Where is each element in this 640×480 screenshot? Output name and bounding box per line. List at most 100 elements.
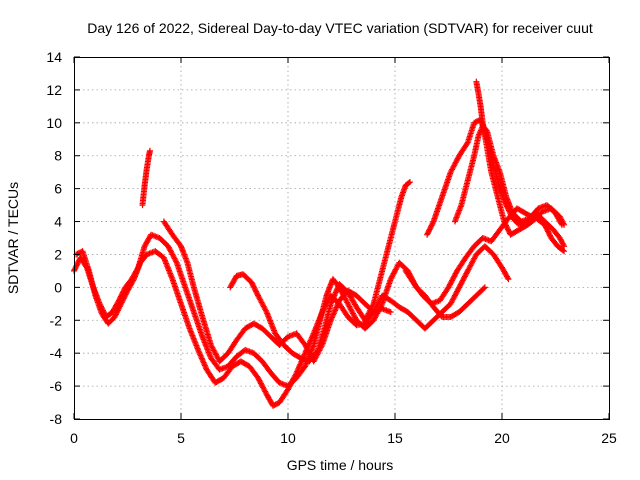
series-track-d — [160, 218, 394, 365]
data-point-marker — [561, 248, 568, 255]
tick-labels: 0 5 10 15 20 25 -8 -6 -4 -2 0 2 4 6 8 10 12 14 — [46, 49, 617, 446]
y-tick-label: -8 — [50, 411, 63, 427]
data-point-marker — [560, 220, 567, 227]
data-point-marker — [116, 303, 123, 310]
data-point-marker — [504, 225, 511, 232]
data-point-marker — [559, 247, 566, 254]
data-point-marker — [545, 228, 552, 235]
data-point-marker — [406, 179, 413, 186]
chart-title: Day 126 of 2022, Sidereal Day-to-day VTE… — [87, 20, 593, 36]
data-point-marker — [130, 277, 137, 284]
data-point-marker — [296, 354, 303, 361]
data-point-marker — [561, 221, 568, 228]
data-point-marker — [74, 261, 81, 268]
plot-frame — [74, 57, 610, 420]
data-point-marker — [120, 295, 127, 302]
x-tick-label: 5 — [177, 430, 185, 446]
data-point-marker — [122, 291, 129, 298]
y-tick-label: 0 — [54, 279, 62, 295]
y-axis-label: SDTVAR / TECUs — [5, 182, 21, 294]
y-tick-label: 2 — [54, 246, 62, 262]
data-point-marker — [173, 258, 180, 265]
data-point-marker — [463, 140, 470, 147]
data-point-marker — [251, 286, 258, 293]
data-point-marker — [120, 296, 127, 303]
axis-ticks — [73, 56, 610, 420]
data-point-marker — [118, 300, 125, 307]
data-point-marker — [429, 219, 436, 226]
data-point-marker — [72, 263, 79, 270]
data-point-marker — [119, 298, 126, 305]
data-point-marker — [428, 222, 435, 229]
data-point-marker — [248, 279, 255, 286]
series-track-b — [73, 243, 512, 409]
data-point-marker — [424, 230, 431, 237]
series-track-c — [139, 147, 153, 209]
data-point-marker — [543, 225, 550, 232]
data-point-marker — [251, 284, 258, 291]
y-tick-label: 14 — [46, 49, 62, 65]
data-point-marker — [387, 309, 394, 316]
data-point-marker — [72, 265, 79, 272]
data-point-marker — [480, 285, 487, 292]
data-points — [71, 78, 568, 409]
data-point-marker — [481, 284, 488, 291]
data-point-marker — [262, 307, 269, 314]
y-tick-label: -2 — [50, 312, 63, 328]
data-point-marker — [114, 308, 121, 315]
series-track-i — [402, 205, 568, 307]
series-track-a — [71, 231, 488, 390]
data-point-marker — [253, 288, 260, 295]
data-point-marker — [427, 223, 434, 230]
data-point-marker — [545, 229, 552, 236]
data-point-marker — [116, 304, 123, 311]
data-point-marker — [112, 312, 119, 319]
data-point-marker — [115, 306, 122, 313]
x-tick-label: 10 — [280, 430, 296, 446]
data-point-marker — [113, 310, 120, 317]
data-point-marker — [426, 227, 433, 234]
data-point-marker — [541, 221, 548, 228]
data-point-marker — [292, 371, 299, 378]
data-point-marker — [429, 221, 436, 228]
data-point-marker — [543, 224, 550, 231]
data-point-marker — [369, 302, 376, 309]
data-point-marker — [426, 226, 433, 233]
data-point-marker — [249, 282, 256, 289]
data-point-marker — [121, 292, 128, 299]
data-point-marker — [253, 289, 260, 296]
data-point-marker — [118, 299, 125, 306]
data-point-marker — [250, 283, 257, 290]
data-point-marker — [546, 231, 553, 238]
data-point-marker — [504, 226, 511, 233]
data-point-marker — [123, 290, 130, 297]
x-axis-label: GPS time / hours — [287, 457, 394, 473]
data-point-marker — [504, 274, 511, 281]
data-point-marker — [505, 227, 512, 234]
data-point-marker — [74, 260, 81, 267]
data-point-marker — [427, 225, 434, 232]
data-point-marker — [405, 179, 412, 186]
data-point-marker — [252, 287, 259, 294]
x-tick-label: 20 — [494, 430, 510, 446]
data-point-marker — [542, 223, 549, 230]
y-tick-label: 12 — [46, 82, 62, 98]
data-point-marker — [114, 307, 121, 314]
data-point-marker — [544, 227, 551, 234]
x-tick-label: 15 — [387, 430, 403, 446]
y-tick-label: 8 — [54, 148, 62, 164]
data-point-marker — [254, 291, 261, 298]
data-point-marker — [121, 294, 128, 301]
data-point-marker — [560, 241, 567, 248]
data-point-marker — [249, 280, 256, 287]
x-tick-label: 0 — [70, 430, 78, 446]
y-tick-label: -6 — [50, 378, 63, 394]
data-point-marker — [424, 231, 431, 238]
x-tick-label: 25 — [601, 430, 617, 446]
data-point-marker — [146, 147, 153, 154]
y-tick-label: 6 — [54, 181, 62, 197]
data-point-marker — [111, 313, 118, 320]
data-point-marker — [505, 276, 512, 283]
y-tick-label: 10 — [46, 115, 62, 131]
data-point-marker — [117, 302, 124, 309]
